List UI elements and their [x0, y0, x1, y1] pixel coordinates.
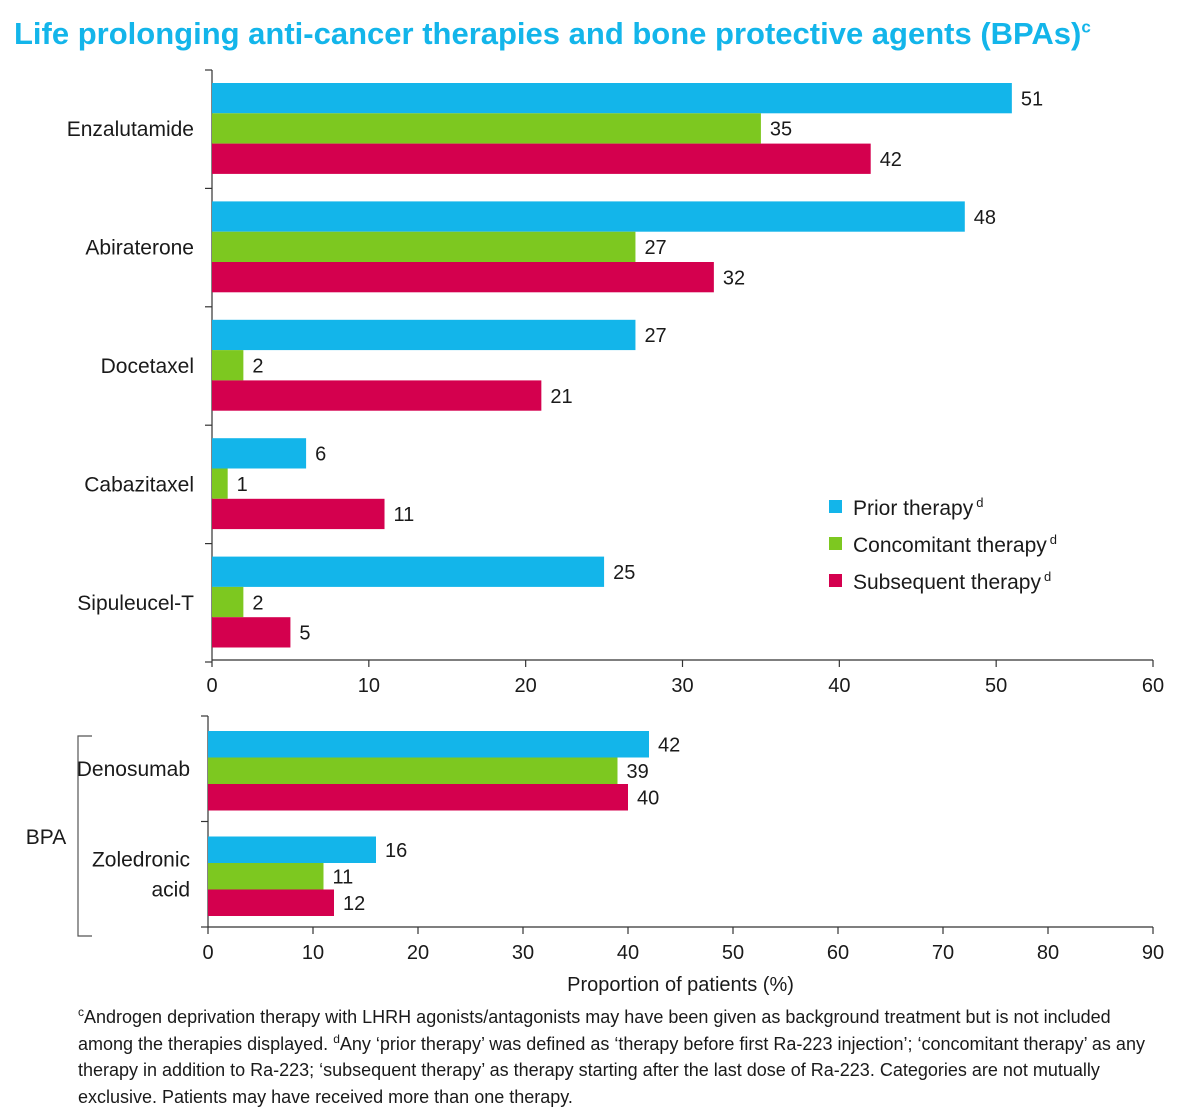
category-label: Abiraterone — [85, 237, 194, 260]
chart-title-text: Life prolonging anti-cancer therapies an… — [14, 16, 1082, 51]
bar-cabazitaxel-concomitant-therapy — [212, 468, 228, 499]
x-tick-label: 90 — [1142, 942, 1164, 964]
legend: Prior therapy d Concomitant therapy d Subseq… — [829, 495, 1057, 594]
category-label: Denosumab — [77, 758, 190, 781]
x-tick-label: 30 — [512, 942, 534, 964]
legend-swatch-prior-therapy — [829, 500, 842, 513]
x-tick-label: 50 — [985, 675, 1007, 697]
bpa-group-label: BPA — [26, 826, 66, 849]
data-label: 48 — [974, 207, 996, 229]
category-label: Docetaxel — [101, 355, 194, 378]
x-tick-label: 20 — [515, 675, 537, 697]
footnote-mark-c: c — [78, 1005, 84, 1019]
data-label: 11 — [333, 866, 354, 888]
footnote-text-d: Any ‘prior therapy’ was defined as ‘ther… — [78, 1033, 1145, 1107]
x-tick-label: 10 — [358, 675, 380, 697]
bar-abiraterone-prior-therapy — [212, 201, 965, 232]
x-tick-label: 60 — [1142, 675, 1164, 697]
category-label: Zoledronic — [92, 848, 190, 871]
bpa-bracket — [77, 735, 92, 937]
footnote-text-c: Androgen deprivation therapy with LHRH a… — [78, 1007, 1111, 1054]
bar-cabazitaxel-subsequent-therapy — [212, 498, 385, 530]
data-label: 11 — [394, 504, 415, 526]
bar-docetaxel-prior-therapy — [212, 319, 636, 351]
category-label: acid — [151, 878, 190, 901]
bar-enzalutamide-subsequent-therapy — [212, 143, 871, 174]
legend-footnote-mark: d — [1050, 532, 1057, 547]
data-label: 5 — [299, 623, 310, 645]
data-label: 2 — [252, 592, 263, 614]
bar-sipuleucel-t-concomitant-therapy — [212, 586, 244, 618]
legend-label-concomitant-therapy: Concomitant therapy d — [853, 532, 1057, 557]
bar-denosumab-prior-therapy — [208, 731, 649, 758]
bar-sipuleucel-t-prior-therapy — [212, 556, 605, 587]
x-tick-label: 50 — [722, 942, 744, 964]
data-label: 42 — [658, 734, 680, 756]
x-tick-label: 80 — [1037, 942, 1059, 964]
x-tick-label: 0 — [202, 942, 213, 964]
category-label: Enzalutamide — [67, 118, 194, 141]
bar-cabazitaxel-prior-therapy — [212, 438, 307, 469]
bar-abiraterone-subsequent-therapy — [212, 262, 714, 293]
bar-docetaxel-concomitant-therapy — [212, 350, 244, 381]
bar-zoledronic-acid-prior-therapy — [208, 836, 376, 863]
data-label: 16 — [385, 840, 407, 862]
x-tick-label: 30 — [671, 675, 693, 697]
footnote: cAndrogen deprivation therapy with LHRH … — [78, 1004, 1168, 1110]
category-label: Cabazitaxel — [84, 473, 194, 496]
data-label: 42 — [880, 149, 902, 171]
x-axis-title: Proportion of patients (%) — [567, 974, 794, 996]
data-label: 21 — [550, 386, 572, 408]
bar-zoledronic-acid-subsequent-therapy — [208, 889, 334, 916]
chart-title-footnote-mark: c — [1081, 17, 1091, 37]
therapies-chart: 0 10 20 30 40 50 60513542Enzalutamide482732Abi… — [67, 69, 1164, 697]
data-label: 32 — [723, 267, 745, 289]
data-label: 12 — [343, 893, 365, 915]
bar-denosumab-subsequent-therapy — [208, 784, 628, 811]
chart-title: Life prolonging anti-cancer therapies an… — [14, 16, 1091, 52]
x-tick-label: 0 — [206, 675, 217, 697]
legend-label-prior-therapy: Prior therapy d — [853, 495, 983, 520]
bpa-chart: 0 10 20 30 40 50 60 70 80 90 42 39 40 Denosumab 16 11 12… — [26, 715, 1164, 996]
bar-enzalutamide-concomitant-therapy — [212, 113, 761, 144]
legend-swatch-subsequent-therapy — [829, 574, 842, 587]
bar-denosumab-concomitant-therapy — [208, 757, 618, 784]
data-label: 27 — [644, 325, 666, 347]
data-label: 25 — [613, 562, 635, 584]
category-label: Sipuleucel-T — [77, 592, 194, 615]
data-label: 1 — [237, 474, 248, 496]
bar-zoledronic-acid-concomitant-therapy — [208, 863, 324, 890]
x-tick-label: 40 — [828, 675, 850, 697]
x-tick-label: 40 — [617, 942, 639, 964]
x-tick-label: 60 — [827, 942, 849, 964]
data-label: 51 — [1021, 88, 1043, 110]
data-label: 35 — [770, 119, 792, 141]
data-label: 39 — [627, 761, 649, 783]
x-tick-label: 10 — [302, 942, 324, 964]
bar-abiraterone-concomitant-therapy — [212, 231, 636, 262]
bar-enzalutamide-prior-therapy — [212, 83, 1012, 114]
bar-sipuleucel-t-subsequent-therapy — [212, 617, 291, 648]
data-label: 40 — [637, 787, 659, 809]
legend-label-subsequent-therapy: Subsequent therapy d — [853, 569, 1051, 594]
data-label: 27 — [644, 237, 666, 259]
data-label: 6 — [315, 444, 326, 466]
footnote-mark-d: d — [333, 1031, 340, 1046]
bar-docetaxel-subsequent-therapy — [212, 380, 542, 411]
x-tick-label: 20 — [407, 942, 429, 964]
data-label: 2 — [252, 355, 263, 377]
legend-footnote-mark: d — [976, 495, 983, 510]
legend-swatch-concomitant-therapy — [829, 537, 842, 550]
legend-footnote-mark: d — [1044, 569, 1051, 584]
x-tick-label: 70 — [932, 942, 954, 964]
